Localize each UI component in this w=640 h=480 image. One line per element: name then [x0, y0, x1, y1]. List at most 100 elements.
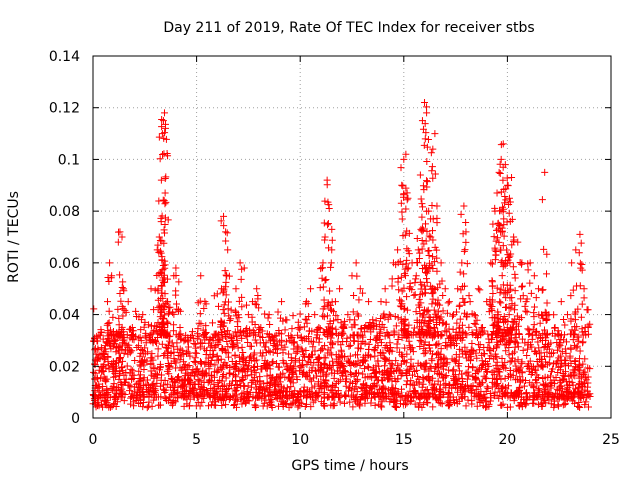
data-point	[342, 372, 350, 380]
data-point	[262, 348, 270, 356]
data-point	[164, 275, 172, 283]
data-point	[263, 372, 271, 380]
data-point	[154, 241, 162, 249]
data-point	[490, 371, 498, 379]
data-point	[264, 314, 272, 322]
data-point	[462, 369, 470, 377]
data-point	[556, 378, 564, 386]
data-point	[521, 302, 529, 310]
data-point	[95, 383, 103, 391]
data-point	[514, 356, 522, 364]
data-point	[382, 356, 390, 364]
data-point	[135, 342, 143, 350]
data-point	[498, 227, 506, 235]
data-point	[388, 275, 396, 283]
data-point	[221, 331, 229, 339]
data-point	[500, 215, 508, 223]
data-point	[162, 173, 170, 181]
data-point	[286, 387, 294, 395]
data-point	[435, 391, 443, 399]
data-point	[130, 336, 138, 344]
data-point	[460, 298, 468, 306]
data-point	[419, 374, 427, 382]
data-point	[445, 380, 453, 388]
data-point	[423, 183, 431, 191]
data-point	[143, 404, 151, 412]
data-point	[239, 361, 247, 369]
data-point	[234, 311, 242, 319]
data-point	[393, 340, 401, 348]
data-point	[351, 316, 359, 324]
data-point	[166, 362, 174, 370]
data-point	[313, 356, 321, 364]
data-point	[324, 323, 332, 331]
data-point	[265, 388, 273, 396]
data-point	[184, 343, 192, 351]
data-point	[577, 239, 585, 247]
data-point	[387, 312, 395, 320]
data-point	[386, 398, 394, 406]
data-point	[435, 340, 443, 348]
data-point	[182, 350, 190, 358]
data-point	[355, 401, 363, 409]
data-point	[419, 203, 427, 211]
data-point	[572, 344, 580, 352]
data-point	[518, 283, 526, 291]
data-point	[266, 320, 274, 328]
data-point	[161, 257, 169, 265]
data-point	[377, 349, 385, 357]
data-point	[421, 338, 429, 346]
data-point	[238, 343, 246, 351]
data-point	[297, 364, 305, 372]
data-point	[488, 277, 496, 285]
y-tick-label: 0.12	[49, 101, 80, 117]
data-point	[282, 316, 290, 324]
data-point	[329, 324, 337, 332]
x-tick-label: 20	[498, 432, 516, 448]
data-point	[434, 363, 442, 371]
data-point	[298, 345, 306, 353]
data-point	[113, 390, 121, 398]
data-point	[514, 387, 522, 395]
data-point	[279, 349, 287, 357]
data-point	[230, 342, 238, 350]
data-point	[433, 350, 441, 358]
data-point	[389, 259, 397, 267]
data-point	[584, 383, 592, 391]
data-point	[293, 342, 301, 350]
data-point	[275, 329, 283, 337]
data-point	[530, 384, 538, 392]
data-point	[209, 347, 217, 355]
data-point	[324, 299, 332, 307]
data-point	[231, 307, 239, 315]
data-point	[132, 332, 140, 340]
data-point	[560, 316, 568, 324]
data-point	[351, 369, 359, 377]
data-point	[282, 360, 290, 368]
data-point	[424, 373, 432, 381]
data-point	[514, 322, 522, 330]
data-point	[400, 305, 408, 313]
data-point	[518, 360, 526, 368]
data-point	[197, 359, 205, 367]
data-point	[434, 300, 442, 308]
data-point	[488, 260, 496, 268]
data-point	[456, 301, 464, 309]
data-point	[575, 333, 583, 341]
data-point	[189, 328, 197, 336]
data-point	[501, 161, 509, 169]
data-point	[341, 367, 349, 375]
data-point	[158, 116, 166, 124]
data-point	[439, 388, 447, 396]
data-point	[247, 367, 255, 375]
data-point	[575, 389, 583, 397]
data-point	[136, 391, 144, 399]
data-point	[429, 227, 437, 235]
data-point	[104, 358, 112, 366]
data-point	[419, 182, 427, 190]
data-point	[402, 369, 410, 377]
data-point	[245, 356, 253, 364]
data-point	[423, 307, 431, 315]
data-point	[170, 343, 178, 351]
data-point	[161, 290, 169, 298]
